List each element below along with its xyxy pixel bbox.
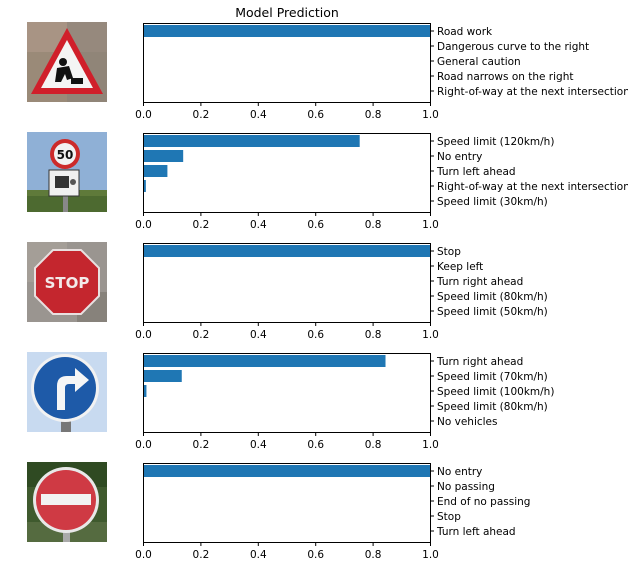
x-tick-label: 0.4 xyxy=(250,549,267,561)
y-tick-label: No vehicles xyxy=(437,416,497,428)
y-tick-label: No entry xyxy=(437,151,482,163)
bar xyxy=(143,355,386,367)
x-tick-label: 0.8 xyxy=(365,549,382,561)
x-tick-label: 0.2 xyxy=(193,549,210,561)
bar xyxy=(143,135,360,147)
y-tick-label: Keep left xyxy=(437,261,483,273)
x-tick-label: 0.2 xyxy=(193,109,210,121)
y-tick-label: Speed limit (50km/h) xyxy=(437,306,548,318)
axes-frame xyxy=(143,243,431,323)
x-tick-label: 0.6 xyxy=(307,329,324,341)
chart-panel-3: 0.0 0.2 0.4 0.6 0.8 1.0 Stop Keep left Turn righ… xyxy=(135,243,548,341)
y-tick-label: Turn right ahead xyxy=(436,356,523,368)
x-tick-label: 0.8 xyxy=(365,109,382,121)
axes-frame xyxy=(143,133,431,213)
x-tick-label: 1.0 xyxy=(422,109,439,121)
y-tick-label: No passing xyxy=(437,481,495,493)
x-tick-label: 0.4 xyxy=(250,329,267,341)
x-tick-label: 0.8 xyxy=(365,439,382,451)
x-tick-label: 0.0 xyxy=(135,439,152,451)
y-tick-label: Speed limit (80km/h) xyxy=(437,291,548,303)
y-tick-label: Stop xyxy=(437,511,461,523)
thumb-road-work xyxy=(27,22,107,102)
y-tick-label: Right-of-way at the next intersection xyxy=(437,181,628,193)
chart-panel-1: 0.0 0.2 0.4 0.6 0.8 1.0 Road work Dangerous cur… xyxy=(135,23,628,121)
chart-panel-4: 0.0 0.2 0.4 0.6 0.8 1.0 Turn right ahead Speed … xyxy=(135,353,554,451)
x-tick-label: 0.8 xyxy=(365,329,382,341)
x-tick-label: 0.4 xyxy=(250,219,267,231)
x-tick-label: 0.0 xyxy=(135,329,152,341)
bar xyxy=(143,465,430,477)
x-tick-label: 1.0 xyxy=(422,549,439,561)
y-tick-label: Road narrows on the right xyxy=(437,71,573,83)
y-tick-label: No entry xyxy=(437,466,482,478)
y-tick-label: Road work xyxy=(437,26,493,38)
y-tick-label: Speed limit (80km/h) xyxy=(437,401,548,413)
x-tick-label: 0.8 xyxy=(365,219,382,231)
x-tick-label: 1.0 xyxy=(422,439,439,451)
y-tick-label: Speed limit (30km/h) xyxy=(437,196,548,208)
bar xyxy=(143,180,146,192)
svg-text:50: 50 xyxy=(57,148,74,162)
x-tick-label: 0.2 xyxy=(193,329,210,341)
y-tick-label: Speed limit (100km/h) xyxy=(437,386,554,398)
thumb-turn-right-ahead xyxy=(27,352,107,432)
figure-title: Model Prediction xyxy=(235,5,339,20)
svg-text:STOP: STOP xyxy=(45,274,90,292)
y-tick-label: General caution xyxy=(437,56,521,68)
x-tick-label: 0.6 xyxy=(307,439,324,451)
bar xyxy=(143,150,184,162)
x-tick-label: 0.0 xyxy=(135,549,152,561)
y-tick-label: Speed limit (120km/h) xyxy=(437,136,554,148)
bar xyxy=(143,25,430,37)
y-tick-label: Dangerous curve to the right xyxy=(437,41,589,53)
x-tick-label: 1.0 xyxy=(422,329,439,341)
y-tick-label: Right-of-way at the next intersection xyxy=(437,86,628,98)
x-tick-label: 0.6 xyxy=(307,549,324,561)
y-tick-label: Stop xyxy=(437,246,461,258)
axes-frame xyxy=(143,463,431,543)
thumb-no-entry xyxy=(27,462,107,542)
bar xyxy=(143,370,182,382)
axes-frame xyxy=(143,353,431,433)
bar xyxy=(143,245,430,257)
thumb-speed-limit-50: 50 xyxy=(27,132,107,212)
y-tick-label: Turn left ahead xyxy=(436,526,516,538)
x-tick-label: 0.0 xyxy=(135,219,152,231)
y-tick-label: Turn right ahead xyxy=(436,276,523,288)
x-tick-label: 1.0 xyxy=(422,219,439,231)
y-tick-label: Turn left ahead xyxy=(436,166,516,178)
x-tick-label: 0.0 xyxy=(135,109,152,121)
x-tick-label: 0.2 xyxy=(193,439,210,451)
x-tick-label: 0.6 xyxy=(307,219,324,231)
axes-frame xyxy=(143,23,431,103)
x-tick-label: 0.4 xyxy=(250,109,267,121)
y-tick-label: Speed limit (70km/h) xyxy=(437,371,548,383)
bar xyxy=(143,165,168,177)
x-tick-label: 0.4 xyxy=(250,439,267,451)
chart-panel-2: 0.0 0.2 0.4 0.6 0.8 1.0 Speed limit (120km/h) N… xyxy=(135,133,628,231)
x-tick-label: 0.2 xyxy=(193,219,210,231)
x-tick-label: 0.6 xyxy=(307,109,324,121)
thumb-stop: STOP xyxy=(27,242,107,322)
chart-panel-5: 0.0 0.2 0.4 0.6 0.8 1.0 No entry No passing End … xyxy=(135,463,530,561)
y-tick-label: End of no passing xyxy=(437,496,530,508)
chart-panels: 0.0 0.2 0.4 0.6 0.8 1.0 Road work Dangerous cur… xyxy=(135,23,628,561)
bar xyxy=(143,385,147,397)
